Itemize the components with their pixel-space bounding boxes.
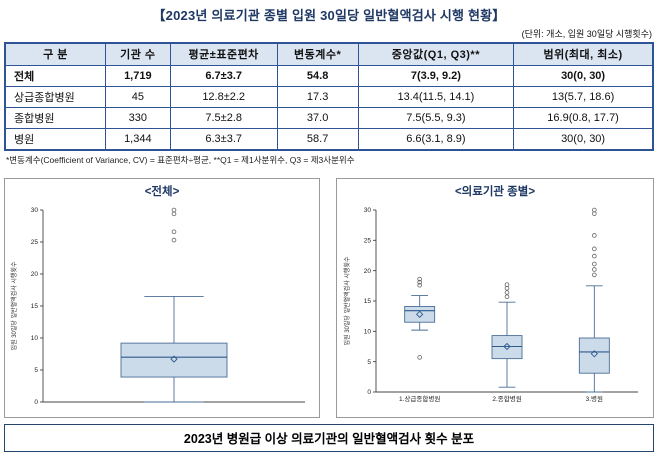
outlier-point: [417, 276, 422, 281]
table-cell: 7.5±2.8: [169, 106, 278, 129]
table-cell: 30(0, 30): [513, 64, 654, 87]
unit-note: (단위: 개소, 입원 30일당 시행횟수): [521, 29, 652, 39]
header-row: 구 분 기관 수 평균±표준편차 변동계수* 중앙값(Q1, Q3)** 범위(최대, 최…: [4, 42, 654, 66]
table-cell: 상급종합병원: [4, 85, 106, 108]
table-row: 종합병원 330 7.5±2.8 37.0 7.5(5.5, 9.3) 16.9(0.8,…: [4, 106, 654, 129]
table-cell: 45: [104, 85, 171, 108]
outlier-point: [171, 211, 177, 216]
mean-marker: [170, 354, 178, 363]
y-tick-label: 5: [34, 367, 38, 374]
chart-panel-by-type: <의료기관 종별> 0 5 10 15 20 25 30 입원 30일당 일반혈액검사 시행횟…: [336, 177, 654, 418]
table-cell: 6.6(3.1, 8.9): [357, 127, 515, 150]
mean-marker: [590, 349, 598, 357]
table-row: 상급종합병원 45 12.8±2.2 17.3 13.4(11.5, 14.1) 13(5…: [4, 85, 654, 108]
outlier-point: [592, 261, 597, 266]
mean-marker: [416, 310, 424, 318]
table-row: 병원 1,344 6.3±3.7 58.7 6.6(3.1, 8.9) 30(0, 30): [4, 127, 654, 150]
column-header: 변동계수*: [276, 42, 359, 66]
outlier-point: [592, 253, 597, 258]
boxplot-by-type-svg: 0 5 10 15 20 25 30 입원 30일당 일반혈액검사 시행횟수 1.상급종합병원 2…: [343, 207, 638, 403]
column-header: 구 분: [4, 42, 106, 66]
outlier-point: [592, 210, 597, 216]
table-cell: 330: [104, 106, 171, 129]
outlier-point: [592, 246, 597, 251]
table-cell: 37.0: [276, 106, 359, 129]
y-axis-label: 입원 30일당 일반혈액검사 시행횟수: [10, 261, 18, 350]
outlier-point: [417, 279, 422, 284]
stats-table: 구 분 기관 수 평균±표준편차 변동계수* 중앙값(Q1, Q3)** 범위(최대, 최…: [4, 42, 654, 151]
outlier-point: [171, 228, 177, 234]
table-cell: 30(0, 30): [513, 127, 654, 150]
y-tick-label: 25: [31, 239, 39, 246]
outlier-point: [171, 237, 177, 242]
table-cell: 16.9(0.8, 17.7): [513, 106, 654, 129]
table-cell: 전체: [4, 64, 106, 87]
chart-title-by-type: <의료기관 종별>: [454, 185, 536, 198]
outlier-point: [592, 266, 597, 272]
charts-row: <전체> 0 5 10 15 20 25 30 입원 30일당 일반혈액검사 시행횟수 <의료…: [4, 177, 654, 418]
y-tick-label: 0: [34, 399, 38, 406]
table-cell: 7(3.9, 9.2): [357, 64, 515, 87]
mean-marker: [503, 342, 511, 350]
y-tick-label: 30: [31, 207, 39, 214]
y-axis-label: 입원 30일당 일반혈액검사 시행횟수: [343, 256, 351, 345]
table-cell: 1,719: [104, 64, 171, 87]
table-cell: 7.5(5.5, 9.3): [357, 106, 515, 129]
table-cell: 6.3±3.7: [169, 127, 278, 150]
table-cell: 종합병원: [4, 106, 106, 129]
table-cell: 58.7: [276, 127, 359, 150]
table-cell: 12.8±2.2: [169, 85, 278, 108]
table-cell: 13.4(11.5, 14.1): [357, 85, 515, 108]
column-header: 평균±표준편차: [169, 42, 278, 66]
box: [404, 305, 436, 323]
y-tick-label: 15: [31, 303, 39, 310]
outlier-point: [592, 272, 597, 277]
box: [120, 342, 228, 377]
outlier-point: [504, 281, 510, 287]
y-tick-label: 15: [364, 298, 372, 305]
outlier-point: [417, 354, 422, 360]
table-cell: 1,344: [104, 127, 171, 150]
outlier-point: [417, 282, 422, 288]
y-tick-label: 25: [364, 237, 372, 244]
x-category-label: 1.상급종합병원: [399, 394, 440, 403]
y-tick-label: 10: [31, 335, 39, 342]
y-tick-label: 20: [364, 267, 372, 274]
outlier-point: [171, 207, 177, 212]
table-row: 전체 1,719 6.7±3.7 54.8 7(3.9, 9.2) 30(0, 30): [4, 64, 654, 87]
box: [491, 334, 523, 359]
table-cell: 13(5.7, 18.6): [513, 85, 654, 108]
outlier-point: [504, 285, 510, 291]
y-tick-label: 5: [367, 358, 371, 365]
table-footnote: *변동계수(Coefficient of Variance, CV) = 표준편…: [6, 154, 355, 165]
y-tick-label: 30: [364, 207, 372, 214]
page-title: 【2023년 의료기관 종별 입원 30일당 일반혈액검사 시행 현황】: [152, 8, 506, 23]
x-category-label: 3.병원: [586, 394, 603, 403]
column-header: 중앙값(Q1, Q3)**: [357, 42, 515, 66]
y-tick-label: 10: [364, 328, 372, 335]
outlier-point: [504, 293, 510, 299]
y-tick-label: 0: [367, 389, 371, 396]
column-header: 기관 수: [104, 42, 171, 66]
table-cell: 6.7±3.7: [169, 64, 278, 87]
figure-caption: 2023년 병원급 이상 의료기관의 일반혈액검사 횟수 분포: [4, 423, 654, 452]
table-cell: 17.3: [276, 85, 359, 108]
box: [578, 337, 610, 374]
x-category-label: 2.종합병원: [492, 394, 521, 403]
outlier-point: [504, 289, 510, 295]
table-cell: 병원: [4, 127, 106, 150]
boxplot-total-svg: 0 5 10 15 20 25 30 입원 30일당 일반혈액검사 시행횟수: [10, 207, 305, 406]
table-cell: 54.8: [276, 64, 359, 87]
chart-panel-total: <전체> 0 5 10 15 20 25 30 입원 30일당 일반혈액검사 시행횟수: [4, 177, 320, 418]
y-tick-label: 20: [31, 271, 39, 278]
outlier-point: [592, 207, 597, 212]
chart-title-total: <전체>: [144, 185, 180, 198]
outlier-point: [592, 232, 597, 238]
column-header: 범위(최대, 최소): [513, 42, 654, 66]
